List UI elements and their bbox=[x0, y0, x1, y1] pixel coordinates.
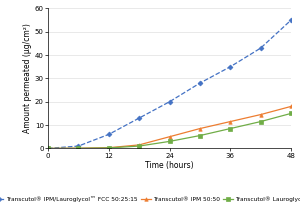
Transcutol® IPM 50:50 bbox=[229, 120, 232, 123]
Transcutol® IPM/Lauroglycol™ FCC 50:25:15 bbox=[168, 100, 171, 103]
Transcutol® Lauroglycol™ FCC 50:50 bbox=[76, 147, 80, 149]
Y-axis label: Amount permeated (μg/cm²): Amount permeated (μg/cm²) bbox=[23, 24, 32, 133]
Transcutol® IPM/Lauroglycol™ FCC 50:25:15 bbox=[259, 47, 262, 49]
Transcutol® IPM 50:50 bbox=[137, 144, 141, 146]
Legend: Transcutol® IPM/Lauroglycol™ FCC 50:25:15, Transcutol® IPM 50:50, Transcutol® La: Transcutol® IPM/Lauroglycol™ FCC 50:25:1… bbox=[0, 196, 300, 202]
Line: Transcutol® IPM 50:50: Transcutol® IPM 50:50 bbox=[46, 105, 293, 150]
Transcutol® Lauroglycol™ FCC 50:50 bbox=[289, 112, 293, 115]
Transcutol® Lauroglycol™ FCC 50:50 bbox=[107, 147, 111, 149]
Transcutol® IPM 50:50 bbox=[289, 105, 293, 108]
Transcutol® Lauroglycol™ FCC 50:50 bbox=[137, 145, 141, 147]
Transcutol® IPM 50:50 bbox=[198, 127, 202, 130]
Transcutol® Lauroglycol™ FCC 50:50 bbox=[259, 120, 262, 123]
Transcutol® IPM/Lauroglycol™ FCC 50:25:15 bbox=[289, 19, 293, 21]
Transcutol® IPM 50:50 bbox=[259, 113, 262, 116]
Transcutol® Lauroglycol™ FCC 50:50 bbox=[229, 127, 232, 130]
Transcutol® Lauroglycol™ FCC 50:50 bbox=[168, 140, 171, 143]
Transcutol® IPM/Lauroglycol™ FCC 50:25:15 bbox=[76, 145, 80, 147]
X-axis label: Time (hours): Time (hours) bbox=[145, 161, 194, 170]
Transcutol® IPM 50:50 bbox=[46, 147, 50, 150]
Transcutol® IPM/Lauroglycol™ FCC 50:25:15 bbox=[229, 66, 232, 68]
Transcutol® Lauroglycol™ FCC 50:50 bbox=[198, 134, 202, 137]
Transcutol® Lauroglycol™ FCC 50:50 bbox=[46, 147, 50, 150]
Transcutol® IPM/Lauroglycol™ FCC 50:25:15 bbox=[198, 82, 202, 84]
Transcutol® IPM 50:50 bbox=[107, 146, 111, 149]
Transcutol® IPM 50:50 bbox=[76, 147, 80, 149]
Transcutol® IPM/Lauroglycol™ FCC 50:25:15 bbox=[107, 133, 111, 136]
Transcutol® IPM/Lauroglycol™ FCC 50:25:15 bbox=[137, 117, 141, 119]
Line: Transcutol® IPM/Lauroglycol™ FCC 50:25:15: Transcutol® IPM/Lauroglycol™ FCC 50:25:1… bbox=[46, 18, 293, 150]
Line: Transcutol® Lauroglycol™ FCC 50:50: Transcutol® Lauroglycol™ FCC 50:50 bbox=[46, 112, 293, 150]
Transcutol® IPM 50:50 bbox=[168, 135, 171, 138]
Transcutol® IPM/Lauroglycol™ FCC 50:25:15 bbox=[46, 147, 50, 150]
